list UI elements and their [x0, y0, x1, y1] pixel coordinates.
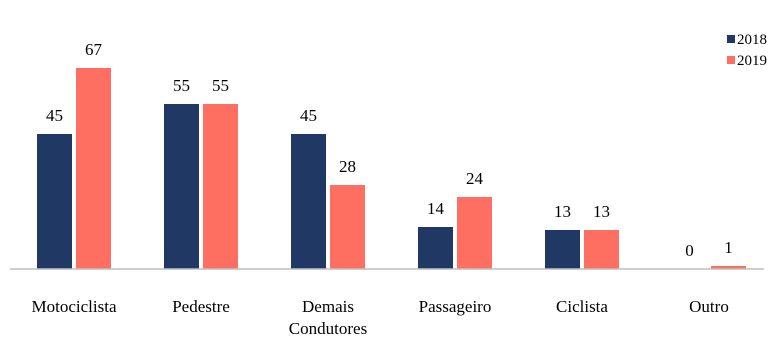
- bar-2018-1: [164, 104, 199, 269]
- value-labels-layer: 45 67 55 55 45 28 14 24 13 13 0 1: [46, 40, 733, 260]
- value-label-2019-3: 24: [466, 169, 484, 188]
- bar-2019-3: [457, 197, 492, 269]
- value-label-2019-2: 28: [339, 157, 356, 176]
- value-label-2019-1: 55: [212, 76, 229, 95]
- bar-2019-5: [711, 266, 746, 269]
- value-label-2019-4: 13: [593, 202, 610, 221]
- legend-label-2019: 2019: [737, 53, 767, 69]
- legend-label-2018: 2018: [737, 32, 767, 48]
- bar-2019-1: [203, 104, 238, 269]
- legend: 2018 2019: [727, 32, 767, 69]
- value-label-2018-1: 55: [173, 76, 190, 95]
- category-label-line: Outro: [689, 297, 729, 316]
- value-label-2018-3: 14: [427, 199, 445, 218]
- bar-2019-2: [330, 185, 365, 269]
- category-label-0: Motociclista: [32, 297, 117, 316]
- category-labels-layer: Motociclista Pedestre Demais Condutores Pass…: [32, 297, 729, 338]
- value-label-2019-0: 67: [85, 40, 103, 59]
- bar-2019-0: [76, 68, 111, 269]
- legend-swatch-2018: [727, 35, 735, 43]
- bar-2018-3: [418, 227, 453, 269]
- category-label-line: Ciclista: [556, 297, 608, 316]
- value-label-2018-0: 45: [46, 106, 63, 125]
- category-label-line: Demais: [302, 297, 354, 316]
- category-label-3: Passageiro: [419, 297, 492, 316]
- category-label-4: Ciclista: [556, 297, 608, 316]
- value-label-2019-5: 1: [724, 238, 733, 257]
- bar-2019-4: [584, 230, 619, 269]
- bar-2018-4: [545, 230, 580, 269]
- legend-swatch-2019: [727, 56, 735, 64]
- category-label-1: Pedestre: [172, 297, 230, 316]
- value-label-2018-5: 0: [685, 241, 694, 260]
- bar-2018-0: [37, 134, 72, 269]
- category-label-line: Pedestre: [172, 297, 230, 316]
- category-label-line: Condutores: [289, 319, 367, 338]
- value-label-2018-4: 13: [554, 202, 571, 221]
- bar-2018-2: [291, 134, 326, 269]
- category-label-line: Motociclista: [32, 297, 117, 316]
- category-label-line: Passageiro: [419, 297, 492, 316]
- category-label-5: Outro: [689, 297, 729, 316]
- bars-layer: [37, 68, 746, 269]
- category-label-2: Demais Condutores: [289, 297, 367, 338]
- value-label-2018-2: 45: [300, 106, 317, 125]
